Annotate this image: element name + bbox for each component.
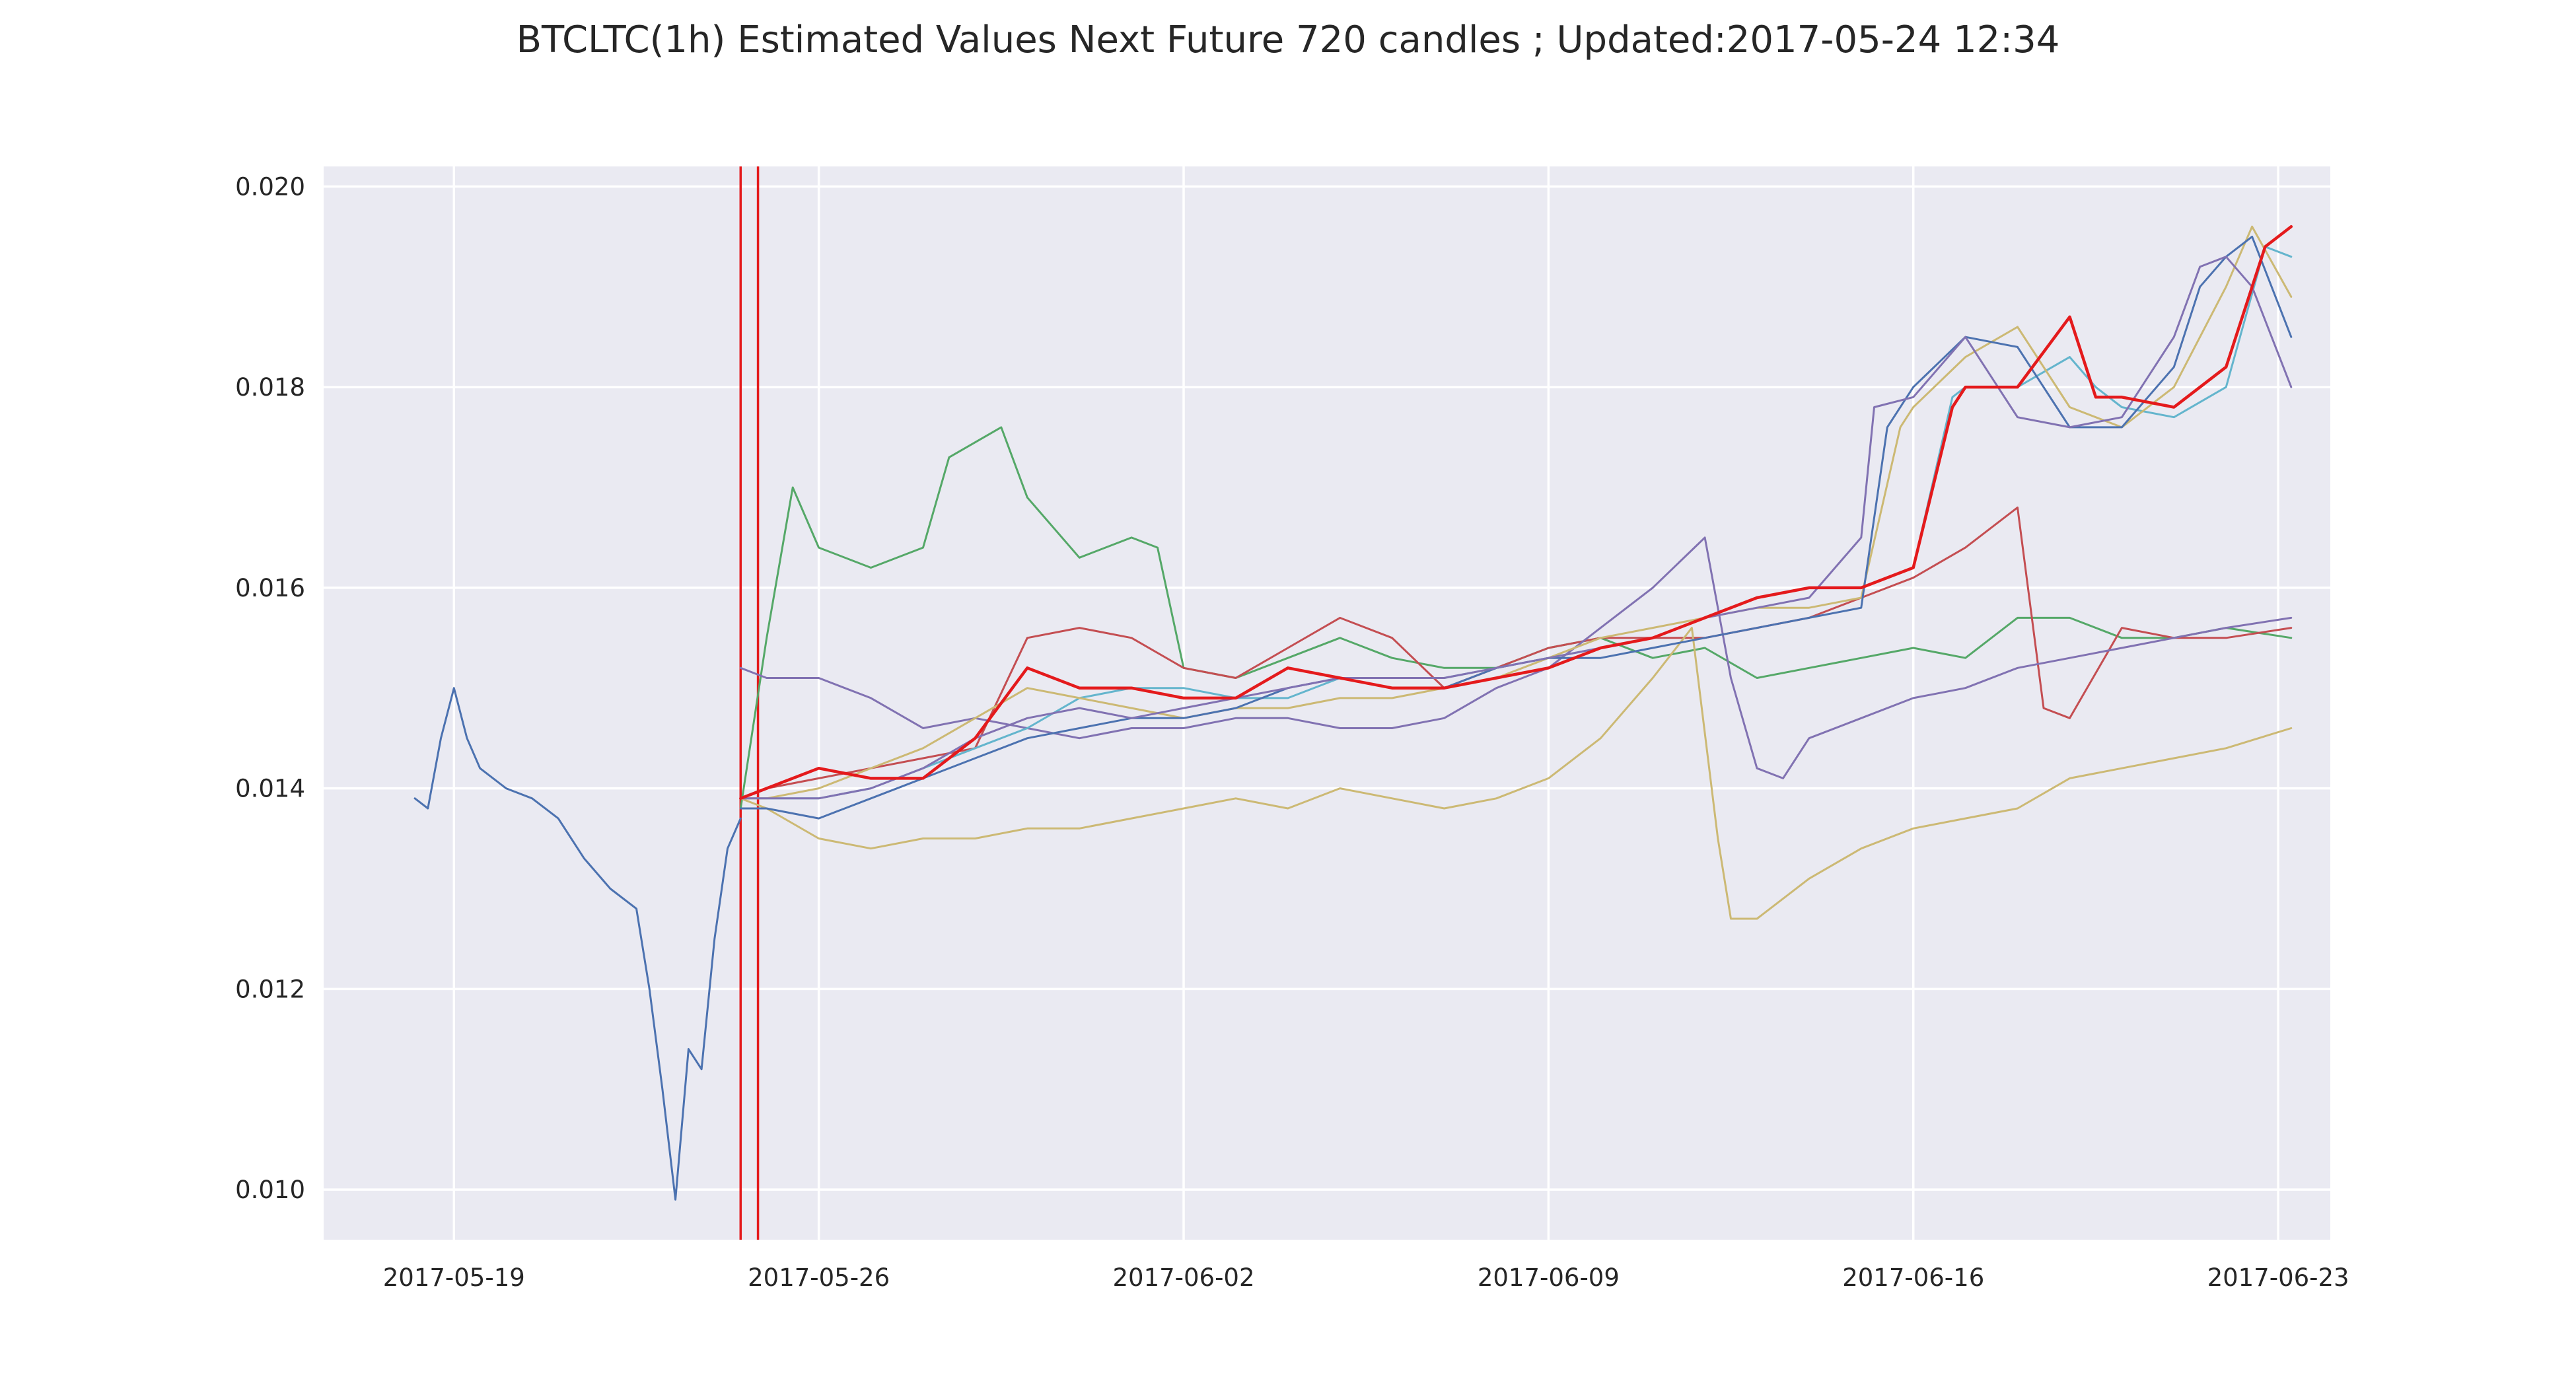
series-line-9 — [739, 225, 2293, 800]
x-tick-label: 2017-06-02 — [1112, 1263, 1254, 1292]
series-line-4 — [739, 627, 2293, 920]
y-tick-label: 0.010 — [235, 1176, 305, 1204]
y-tick-label: 0.020 — [235, 172, 305, 201]
x-tick-label: 2017-06-16 — [1842, 1263, 1984, 1292]
plot-background — [324, 166, 2330, 1240]
y-tick-label: 0.018 — [235, 373, 305, 402]
y-axis-ticks: 0.010 0.012 0.014 0.016 0.018 0.020 — [235, 172, 305, 1204]
chart-title: BTCLTC(1h) Estimated Values Next Future … — [516, 18, 2060, 61]
x-tick-label: 2017-05-26 — [748, 1263, 890, 1292]
series-lines — [413, 225, 2293, 1201]
y-tick-label: 0.016 — [235, 574, 305, 602]
vertical-markers — [739, 166, 760, 1240]
y-tick-label: 0.014 — [235, 775, 305, 803]
series-line-2 — [739, 506, 2293, 800]
y-tick-label: 0.012 — [235, 975, 305, 1003]
series-line-8 — [739, 256, 2293, 800]
series-line-0 — [413, 687, 742, 1201]
x-tick-label: 2017-06-23 — [2207, 1263, 2349, 1292]
x-tick-label: 2017-06-09 — [1478, 1263, 1620, 1292]
x-tick-label: 2017-05-19 — [383, 1263, 525, 1292]
x-axis-ticks: 2017-05-19 2017-05-26 2017-06-02 2017-06-09… — [383, 1263, 2349, 1292]
